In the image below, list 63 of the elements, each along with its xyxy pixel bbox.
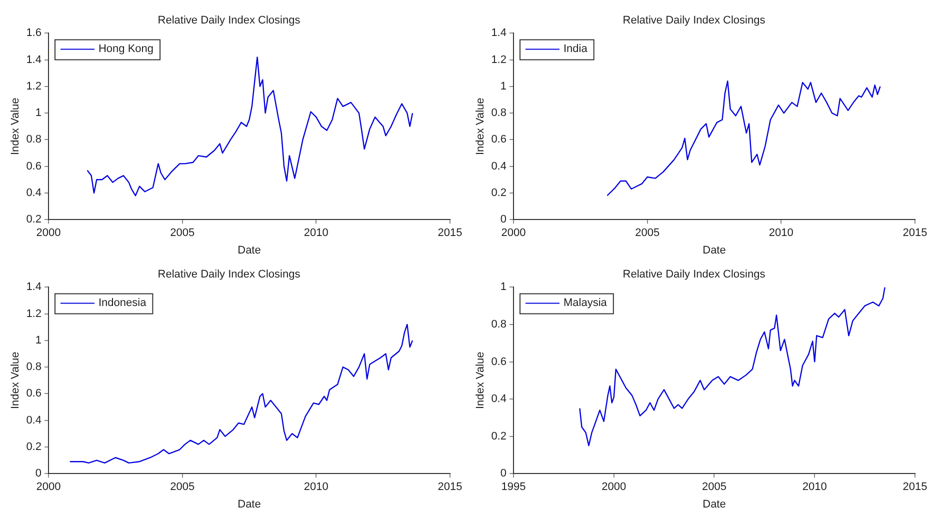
y-tick-label: 0.8 <box>491 318 506 331</box>
y-tick-label: 0 <box>500 468 506 480</box>
y-tick-label: 1.2 <box>491 54 506 66</box>
chart-title: Relative Daily Index Closings <box>158 268 301 281</box>
y-tick-label: 1 <box>35 334 42 346</box>
y-tick-label: 0.6 <box>491 356 506 368</box>
x-axis-title: Date <box>238 244 261 256</box>
legend-label: Hong Kong <box>98 43 154 56</box>
x-tick-label: 2015 <box>438 227 462 240</box>
x-tick-label: 2000 <box>36 481 61 494</box>
x-tick-label: 2005 <box>170 227 195 240</box>
y-tick-label: 0.4 <box>26 414 42 426</box>
y-tick-label: 1.6 <box>26 27 42 40</box>
x-tick-label: 2010 <box>304 481 328 494</box>
y-axis-title: Index Value <box>10 98 22 156</box>
chart-title: Relative Daily Index Closings <box>622 268 766 281</box>
y-tick-label: 1.2 <box>26 80 42 92</box>
y-tick-label: 1.4 <box>26 54 42 66</box>
y-tick-label: 0.6 <box>26 160 42 172</box>
y-tick-label: 0 <box>35 468 42 480</box>
y-tick-label: 0.2 <box>26 441 42 454</box>
y-tick-label: 0.2 <box>491 187 506 200</box>
y-tick-label: 1 <box>500 281 506 294</box>
legend-label: Indonesia <box>98 297 148 310</box>
x-tick-label: 2000 <box>602 481 626 494</box>
y-tick-label: 0.2 <box>491 430 506 442</box>
y-tick-label: 1 <box>35 107 42 120</box>
x-axis-title: Date <box>702 244 726 256</box>
y-tick-label: 1.4 <box>491 27 506 40</box>
x-tick-label: 2005 <box>170 481 195 494</box>
x-tick-label: 2000 <box>36 227 61 240</box>
y-axis-title: Index Value <box>10 352 22 410</box>
y-axis-title: Index Value <box>474 98 487 156</box>
y-tick-label: 0 <box>500 214 506 226</box>
y-axis-title: Index Value <box>474 352 487 410</box>
x-tick-label: 2015 <box>438 481 462 494</box>
x-tick-label: 2010 <box>304 227 328 240</box>
x-tick-label: 2015 <box>902 227 928 240</box>
chart-title: Relative Daily Index Closings <box>622 14 766 27</box>
y-tick-label: 1 <box>500 80 506 92</box>
y-tick-label: 0.6 <box>491 134 506 146</box>
x-tick-label: 2010 <box>768 227 794 240</box>
legend-label: India <box>563 43 588 56</box>
y-tick-label: 0.8 <box>26 134 42 146</box>
x-tick-label: 1995 <box>501 481 526 494</box>
x-tick-label: 2000 <box>501 227 526 240</box>
legend-label: Malaysia <box>563 297 608 310</box>
y-tick-label: 0.6 <box>26 388 42 400</box>
y-tick-label: 1.2 <box>26 308 42 320</box>
x-axis-title: Date <box>238 498 261 510</box>
y-tick-label: 1.4 <box>26 281 42 294</box>
x-tick-label: 2015 <box>902 481 928 494</box>
x-axis-title: Date <box>702 498 726 510</box>
y-tick-label: 0.4 <box>491 160 506 172</box>
y-tick-label: 0.8 <box>26 361 42 374</box>
chart-title: Relative Daily Index Closings <box>158 14 301 27</box>
x-tick-label: 2005 <box>635 227 660 240</box>
y-tick-label: 0.4 <box>491 393 506 406</box>
y-tick-label: 0.4 <box>26 187 42 200</box>
y-tick-label: 0.2 <box>26 214 42 226</box>
x-tick-label: 2005 <box>702 481 726 494</box>
y-tick-label: 0.8 <box>491 107 506 120</box>
x-tick-label: 2010 <box>802 481 827 494</box>
